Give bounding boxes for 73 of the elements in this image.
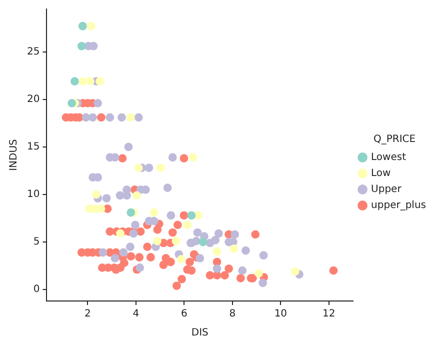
point — [212, 247, 222, 256]
legend-label: Upper — [371, 184, 402, 196]
y-tick-label: 25 — [26, 46, 40, 58]
point — [116, 229, 124, 238]
point — [102, 194, 111, 202]
point — [212, 264, 222, 273]
point — [177, 254, 186, 264]
point — [136, 264, 144, 272]
point — [78, 22, 87, 30]
x-tick-label: 10 — [274, 308, 288, 320]
point — [88, 113, 97, 122]
legend-label: Low — [371, 168, 391, 180]
point — [230, 244, 238, 253]
x-tick-label: 6 — [181, 308, 188, 320]
point — [98, 248, 108, 257]
point — [214, 229, 223, 238]
y-tick-label: 5 — [33, 236, 40, 248]
point — [106, 113, 114, 122]
point — [124, 142, 133, 152]
legend-title: Q_PRICE — [373, 134, 416, 146]
point — [92, 190, 100, 199]
point — [134, 113, 143, 122]
point — [150, 208, 158, 217]
point — [126, 242, 134, 251]
point — [258, 278, 268, 288]
point — [86, 22, 96, 30]
point — [163, 184, 172, 192]
point — [152, 236, 162, 246]
point — [187, 211, 196, 220]
y-axis-title: INDUS — [8, 139, 20, 171]
y-tick-label: 10 — [26, 189, 40, 200]
point — [132, 191, 141, 200]
point — [206, 238, 214, 248]
legend-label: upper_plus — [371, 200, 426, 212]
point — [193, 228, 202, 237]
point — [196, 254, 204, 262]
point — [156, 164, 166, 172]
point — [126, 208, 136, 217]
point — [126, 113, 135, 122]
point — [110, 254, 120, 262]
point — [96, 77, 104, 86]
point — [198, 238, 208, 246]
point — [259, 251, 268, 260]
point — [118, 113, 126, 122]
point — [131, 220, 140, 230]
x-tick-label: 8 — [229, 308, 236, 320]
point — [119, 248, 128, 257]
point — [144, 164, 154, 172]
x-tick-label: 12 — [322, 308, 336, 320]
point — [168, 153, 177, 162]
legend-label: Lowest — [371, 152, 406, 164]
point — [78, 77, 88, 86]
point — [230, 230, 240, 239]
point — [68, 98, 76, 108]
point — [77, 42, 86, 50]
point — [254, 269, 263, 278]
point — [134, 164, 143, 172]
y-tick-label: 15 — [26, 142, 40, 153]
x-axis-title: DIS — [191, 328, 208, 339]
point — [290, 267, 300, 276]
point — [166, 211, 176, 220]
y-tick-label: 20 — [26, 94, 40, 105]
x-tick-label: 2 — [84, 308, 91, 320]
point — [172, 236, 180, 246]
point — [238, 266, 247, 275]
x-tick-label: 4 — [132, 308, 140, 320]
point — [86, 77, 94, 86]
point — [183, 220, 192, 230]
point — [70, 77, 79, 86]
point — [94, 98, 102, 108]
point — [242, 246, 250, 255]
point — [188, 153, 198, 162]
y-tick-label: 0 — [33, 284, 40, 296]
